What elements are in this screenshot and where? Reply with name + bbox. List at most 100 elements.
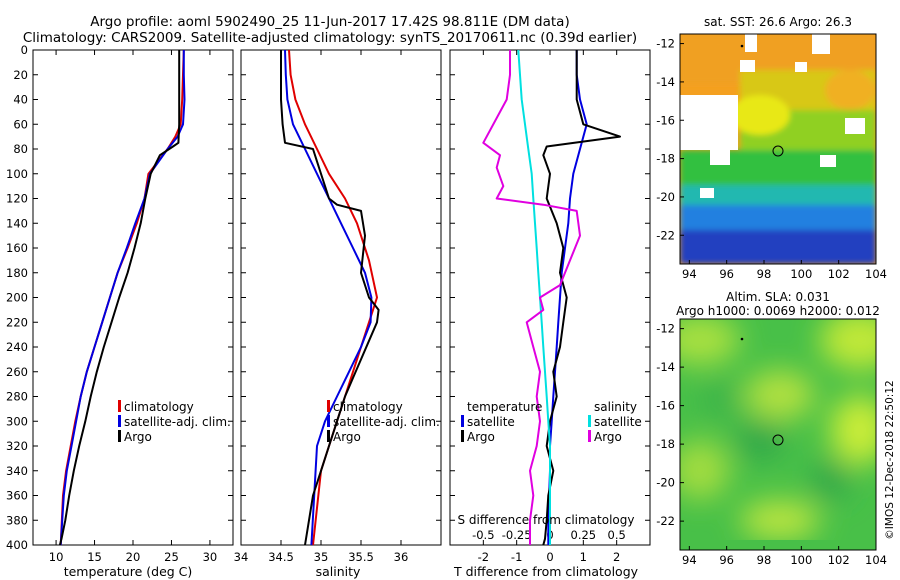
t-difference-xlabel: T difference from climatology — [453, 564, 639, 579]
salinity-series — [280, 49, 380, 546]
sla-map — [680, 319, 876, 550]
depth-tick-label: 320 — [6, 439, 28, 453]
s-diff-tick-label: 0.25 — [571, 528, 597, 542]
s-diff-tick-label: -0.5 — [472, 528, 494, 542]
lat-label: -20 — [656, 190, 675, 204]
series-line-argo — [280, 50, 380, 546]
temperature-legend: climatology satellite-adj. clim. Argo — [118, 400, 231, 444]
s-difference-xlabel: S difference from climatology — [458, 513, 635, 527]
lat-label: -20 — [656, 476, 675, 490]
x-tick-label: 0 — [546, 550, 553, 564]
x-tick-label: 1 — [580, 550, 587, 564]
sla-lon-labels: 94 96 98 100 102 104 — [682, 546, 887, 567]
watermark: ©IMOS 12-Dec-2018 22:50:12 — [884, 380, 896, 539]
legend-satellite-label: satellite-adj. clim. — [124, 415, 231, 429]
x-tick-label: 36 — [394, 550, 409, 564]
salinity-xlabel: salinity — [316, 564, 361, 579]
lon-label: 100 — [790, 553, 812, 567]
series-line-climatology — [288, 49, 378, 546]
series-line-argo — [58, 50, 181, 546]
legend-satellite-swatch — [118, 415, 121, 427]
sla-argo-location-marker — [772, 434, 784, 446]
difference-legend: temperature satellite Argo salinity sate… — [461, 400, 642, 444]
lon-label: 98 — [757, 553, 772, 567]
sla-title-line-1: Altim. SLA: 0.031 — [726, 290, 830, 304]
sst-map — [680, 34, 876, 264]
x-tick-label: -2 — [478, 550, 489, 564]
lat-label: -16 — [656, 399, 675, 413]
depth-tick-label: 340 — [6, 464, 28, 478]
sla-map-frame — [679, 318, 877, 551]
lat-label: -22 — [656, 228, 675, 242]
sla-lat-labels: -12 -14 -16 -18 -20 -22 — [656, 322, 684, 528]
legend-argo-label: Argo — [124, 430, 152, 444]
depth-tick-labels: 0 20 40 60 80 100 120 140 160 180 200 220 240 260 280 3… — [6, 43, 650, 552]
x-tick-label: 35.5 — [348, 550, 374, 564]
s-diff-tick-label: 0.5 — [608, 528, 626, 542]
depth-tick-label: 360 — [6, 489, 28, 503]
legend-argo-swatch — [327, 430, 330, 442]
series-line-satellite-adj-clim- — [59, 50, 186, 546]
depth-tick-label: 380 — [6, 513, 28, 527]
difference-series — [482, 49, 621, 546]
lat-label: -22 — [656, 514, 675, 528]
legend-s-argo-label: Argo — [594, 430, 622, 444]
temperature-panel — [32, 49, 234, 546]
sla-title-line-2: Argo h1000: 0.0069 h2000: 0.012 — [676, 304, 880, 318]
lon-label: 102 — [828, 267, 850, 281]
lon-label: 100 — [790, 267, 812, 281]
depth-tick-label: 0 — [21, 43, 28, 57]
depth-tick-label: 200 — [6, 291, 28, 305]
legend-t-satellite-swatch — [461, 415, 464, 427]
lat-label: -14 — [656, 360, 675, 374]
depth-tick-label: 240 — [6, 340, 28, 354]
title-line-1: Argo profile: aoml 5902490_25 11-Jun-201… — [90, 14, 569, 30]
lat-label: -12 — [656, 322, 675, 336]
sst-lon-labels: 94 96 98 100 102 104 — [682, 260, 887, 281]
depth-tick-label: 60 — [13, 117, 28, 131]
legend-s-argo-swatch — [588, 430, 591, 442]
lon-label: 98 — [757, 267, 772, 281]
sst-track-dot — [740, 44, 744, 48]
x-tick-label: 25 — [164, 550, 179, 564]
lat-label: -16 — [656, 113, 675, 127]
x-tick-label: 20 — [126, 550, 141, 564]
x-tick-label: 15 — [87, 550, 102, 564]
sla-track-dot — [740, 337, 744, 341]
series-line-s-argo — [482, 50, 581, 545]
salinity-panel — [240, 49, 442, 546]
depth-tick-label: 80 — [13, 142, 28, 156]
legend-climatology-swatch — [327, 400, 330, 412]
sst-title: sat. SST: 26.6 Argo: 26.3 — [704, 15, 852, 29]
temperature-tick-labels: 10 15 20 25 30 — [49, 50, 217, 564]
sst-map-frame — [679, 33, 877, 265]
sst-lat-labels: -12 -14 -16 -18 -20 -22 — [656, 37, 684, 242]
lon-label: 96 — [719, 267, 734, 281]
legend-s-satellite-swatch — [588, 415, 591, 427]
depth-tick-label: 300 — [6, 414, 28, 428]
lat-label: -18 — [656, 437, 675, 451]
depth-tick-label: 280 — [6, 390, 28, 404]
legend-t-argo-swatch — [461, 430, 464, 442]
lon-label: 96 — [719, 553, 734, 567]
sst-argo-location-marker — [772, 145, 784, 157]
lat-label: -18 — [656, 152, 675, 166]
series-line-t-argo — [542, 50, 621, 546]
legend-t-argo-label: Argo — [467, 430, 495, 444]
s-diff-tick-label: -0.25 — [502, 528, 532, 542]
depth-tick-label: 120 — [6, 192, 28, 206]
legend-satellite-label: satellite-adj. clim. — [333, 415, 440, 429]
series-line-climatology — [59, 49, 185, 546]
legend-salinity-title: salinity — [594, 400, 637, 414]
legend-climatology-swatch — [118, 400, 121, 412]
x-tick-label: 30 — [203, 550, 218, 564]
legend-s-satellite-label: satellite — [594, 415, 642, 429]
lon-label: 104 — [865, 267, 887, 281]
series-line-satellite-adj-clim- — [284, 49, 373, 546]
x-tick-label: 35 — [314, 550, 329, 564]
lon-label: 94 — [682, 553, 697, 567]
legend-argo-swatch — [118, 430, 121, 442]
legend-temperature-title: temperature — [467, 400, 542, 414]
lat-label: -12 — [656, 37, 675, 51]
